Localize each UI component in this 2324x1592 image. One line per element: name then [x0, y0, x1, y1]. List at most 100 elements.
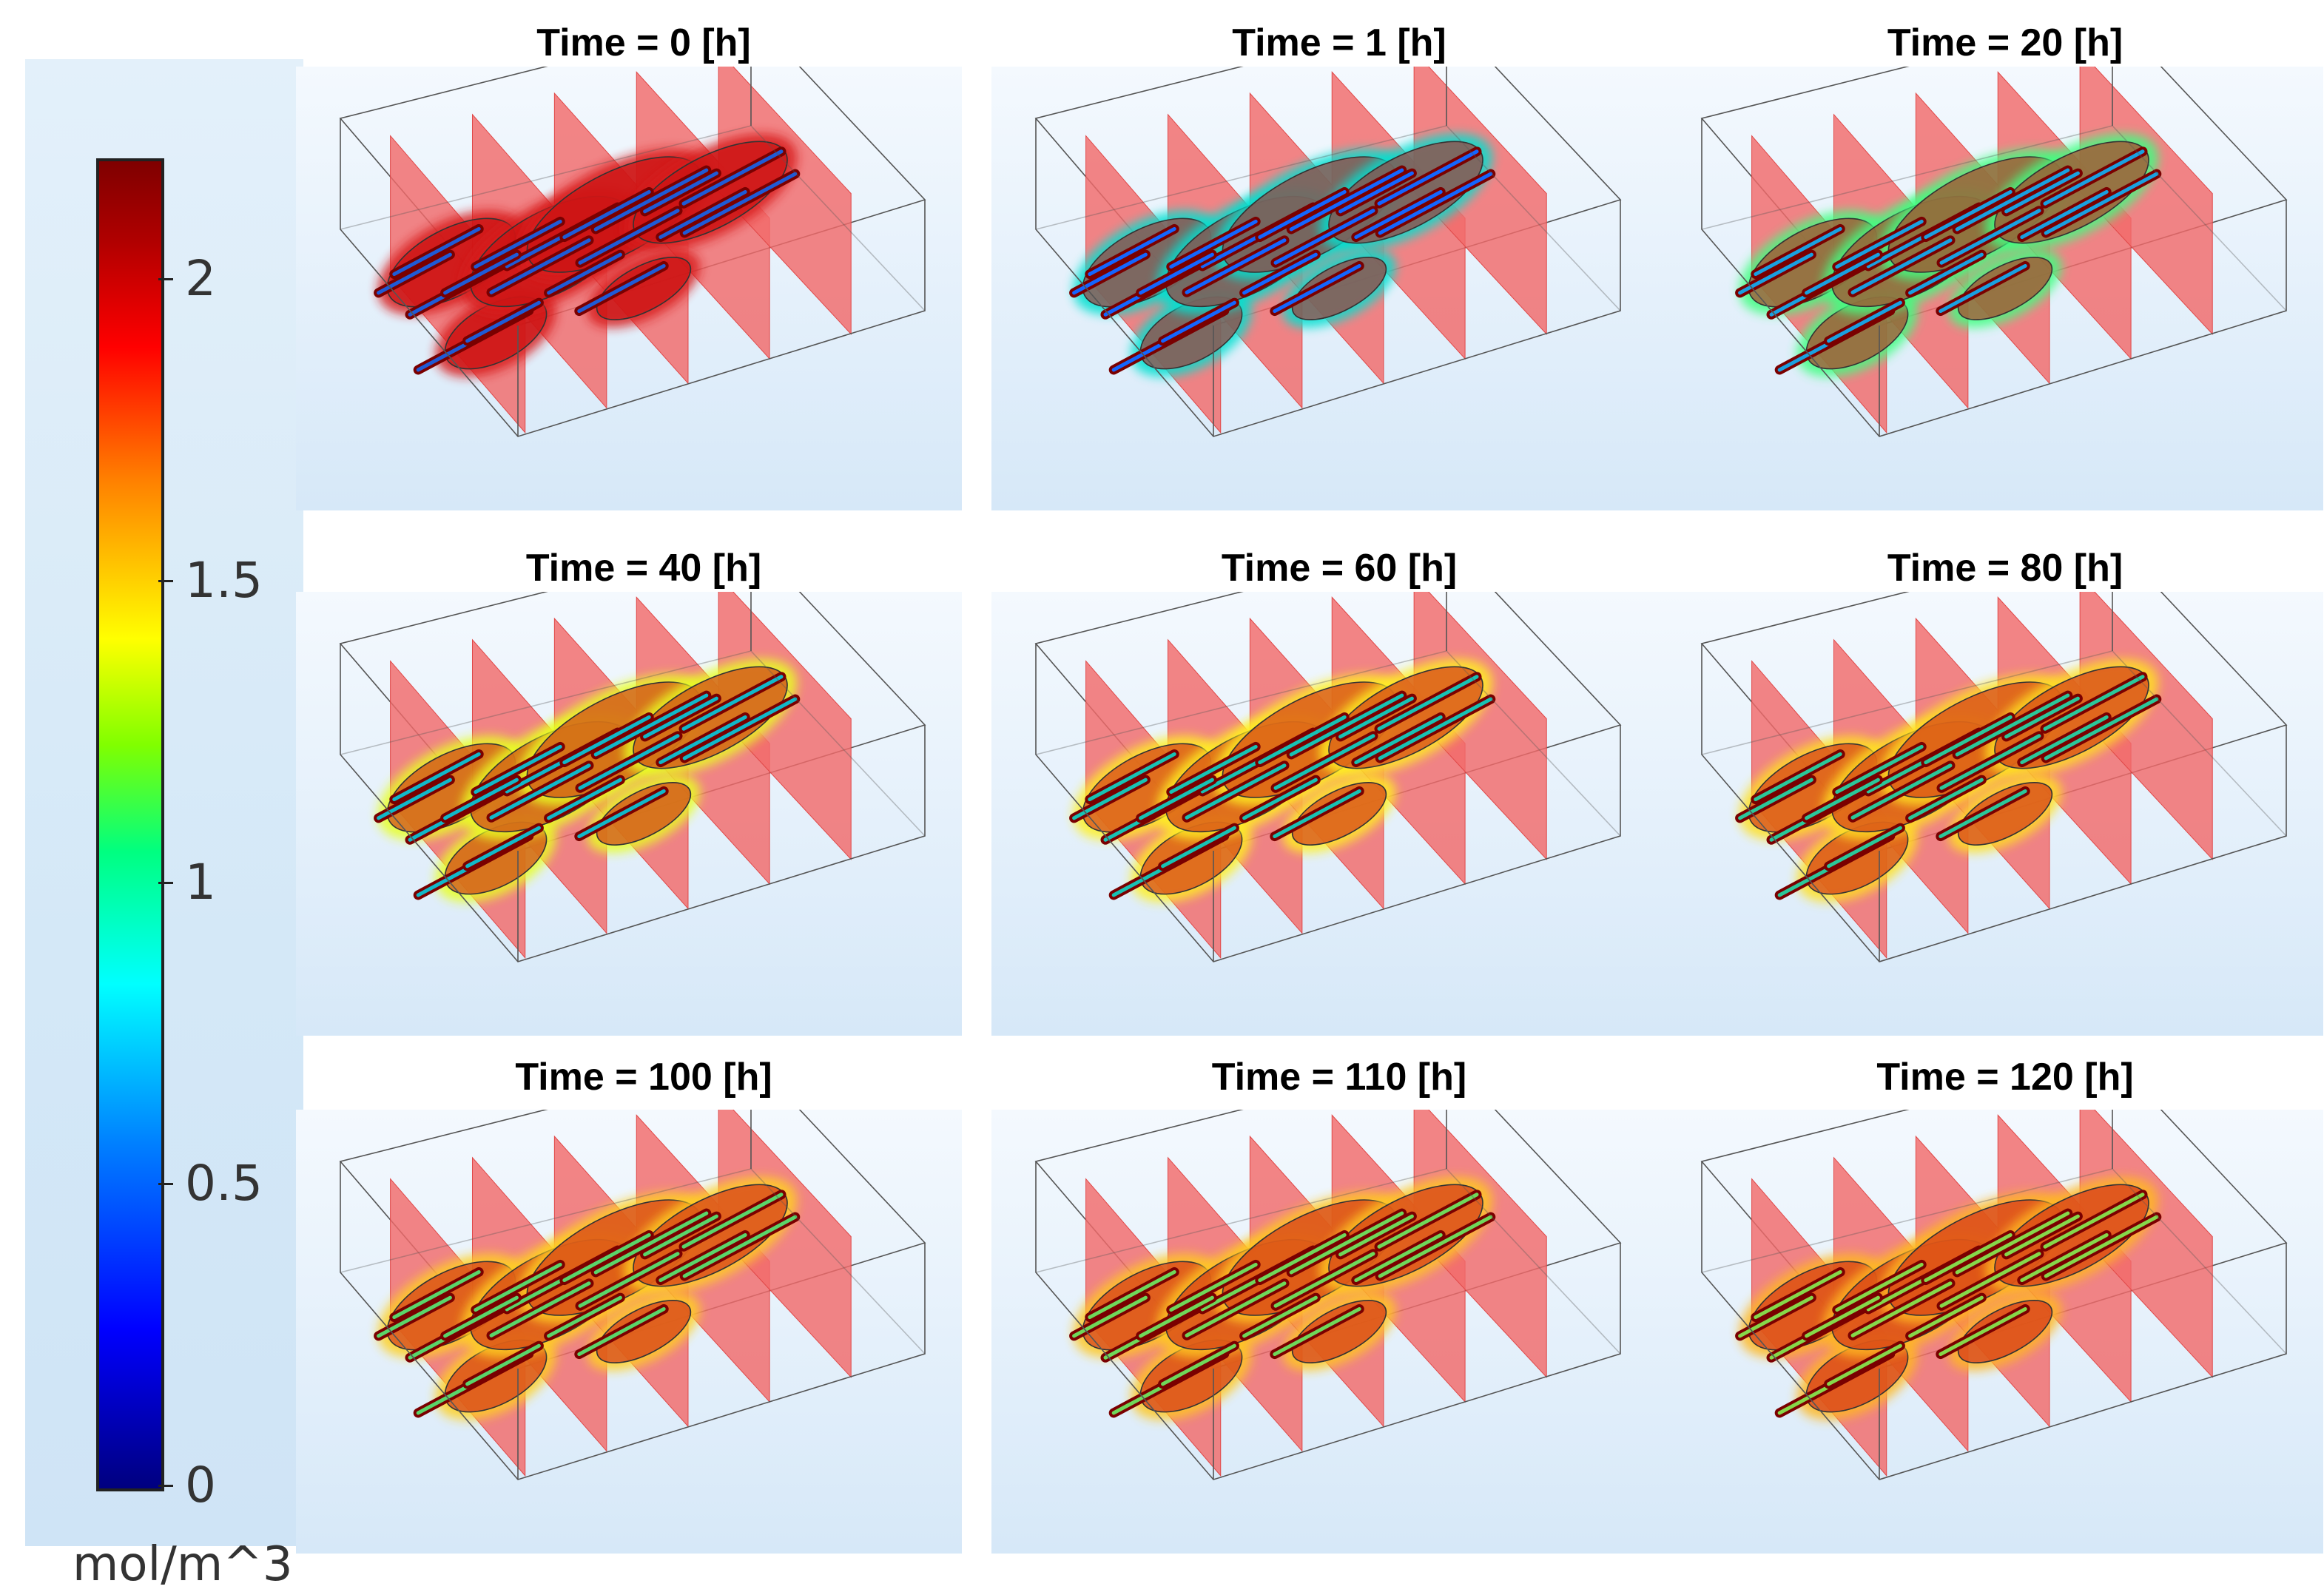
fibre-core [1273, 1306, 1361, 1357]
fibre-core [681, 675, 784, 731]
simulation-panel [296, 67, 962, 510]
domain-box-front [1035, 67, 1621, 437]
fibre-core [1072, 778, 1148, 820]
fibre-core [1338, 171, 1414, 214]
fibre-core [578, 1252, 680, 1308]
fibre-strands [374, 146, 801, 375]
fibre-core [392, 1269, 481, 1320]
fibre-core [377, 1295, 452, 1338]
tissue-ellipsoid [596, 1299, 692, 1364]
fibre-core [659, 189, 747, 240]
fibre-core [1835, 219, 1924, 269]
tissue-ellipsoid [1291, 1299, 1387, 1364]
fibre-core [1088, 1269, 1176, 1320]
fibre-core [593, 168, 709, 232]
fibre-core [1805, 778, 1880, 820]
fibre-core [562, 1232, 651, 1283]
fibre-core [1072, 252, 1148, 295]
colorbar-tick-label: 2 [185, 250, 216, 308]
fibre-core [1805, 1295, 1880, 1338]
fibre-core [1378, 172, 1493, 235]
fibre-core [577, 1306, 666, 1357]
fibre-core [377, 778, 452, 820]
tissue-ellipsoid [1957, 256, 2053, 321]
fibre-core [1908, 252, 1984, 295]
fibre-core [1939, 1306, 2027, 1357]
fibre-core [578, 209, 680, 265]
panel-title: Time = 100 [h] [515, 1056, 772, 1099]
fibre-core [1273, 734, 1375, 790]
fibre-core [1354, 189, 1443, 240]
panel-title: Time = 80 [h] [1887, 547, 2123, 590]
panel-title: Time = 40 [h] [525, 547, 762, 590]
fibre-core [1939, 263, 2027, 314]
fibre-core [643, 171, 718, 214]
fibre-core [489, 1281, 591, 1338]
fibre-core [1273, 1252, 1375, 1308]
colorbar-unit-label: mol/m^3 [73, 1537, 293, 1592]
tissue-ellipsoid [1957, 1299, 2053, 1364]
fibre-core [1139, 252, 1214, 295]
fibre-core [443, 1295, 519, 1338]
fibre-core [1258, 715, 1347, 765]
fibre-core [489, 238, 591, 294]
tissue-ellipsoid [596, 781, 692, 846]
fibre-core [1242, 778, 1318, 820]
fibre-core [465, 300, 541, 343]
fibre-core [1139, 778, 1214, 820]
fibre-core [443, 252, 519, 295]
domain-box-front [1035, 592, 1621, 962]
fibre-core [1273, 263, 1361, 314]
colorbar-legend: 0 0.5 1 1.5 2 mol/m^3 [25, 59, 303, 1592]
panel-title: Time = 0 [h] [536, 21, 751, 64]
fibre-core [593, 693, 709, 757]
panel-title: Time = 60 [h] [1221, 547, 1458, 590]
fibre-core [1738, 778, 1813, 820]
fibre-core [1377, 675, 1479, 731]
fibre-core [1289, 693, 1404, 757]
fibre-core [1161, 1343, 1236, 1386]
fibre-core [2020, 189, 2109, 240]
colorbar-tick-mark [158, 579, 173, 582]
fibre-core [1738, 252, 1813, 295]
fibre-core [1939, 1252, 2041, 1308]
simulation-panel [1657, 592, 2323, 1036]
fibre-core [1378, 1215, 1493, 1278]
fibre-core [2043, 675, 2145, 731]
fibre-core [2020, 715, 2109, 765]
fibre-core [593, 1211, 709, 1275]
fibre-core [474, 219, 562, 269]
domain-box-front [1701, 67, 2287, 437]
simulation-panel [296, 592, 962, 1036]
fibre-core [1088, 752, 1176, 802]
fibre-core [474, 744, 562, 795]
simulation-panel [991, 592, 1657, 1036]
fibre-core [1955, 693, 2070, 757]
fibre-core [1924, 189, 2013, 240]
fibre-core [1072, 1295, 1148, 1338]
fibre-core [682, 172, 798, 235]
fibre-core [1169, 1262, 1258, 1312]
fibre-strands [1069, 672, 1496, 900]
fibre-core [562, 715, 651, 765]
fibre-core [577, 789, 666, 839]
fibre-core [1289, 168, 1404, 232]
panel-title: Time = 120 [h] [1876, 1056, 2134, 1099]
domain-box-front [340, 592, 926, 962]
fibre-core [489, 763, 591, 820]
panel-title: Time = 1 [h] [1232, 21, 1446, 64]
colorbar-tick-mark [158, 1183, 173, 1186]
domain-box-front [1701, 1110, 2287, 1480]
simulation-panel [1657, 1110, 2323, 1554]
domain-box-front [1701, 592, 2287, 962]
colorbar-tick-mark [158, 881, 173, 884]
fibre-core [1273, 789, 1361, 839]
fibre-core [1258, 189, 1347, 240]
fibre-core [682, 1215, 798, 1278]
fibre-core [681, 149, 784, 206]
fibre-core [547, 778, 622, 820]
fibre-core [1258, 1232, 1347, 1283]
domain-box-front [340, 1110, 926, 1480]
fibre-core [1185, 763, 1287, 820]
simulation-panel [296, 1110, 962, 1554]
